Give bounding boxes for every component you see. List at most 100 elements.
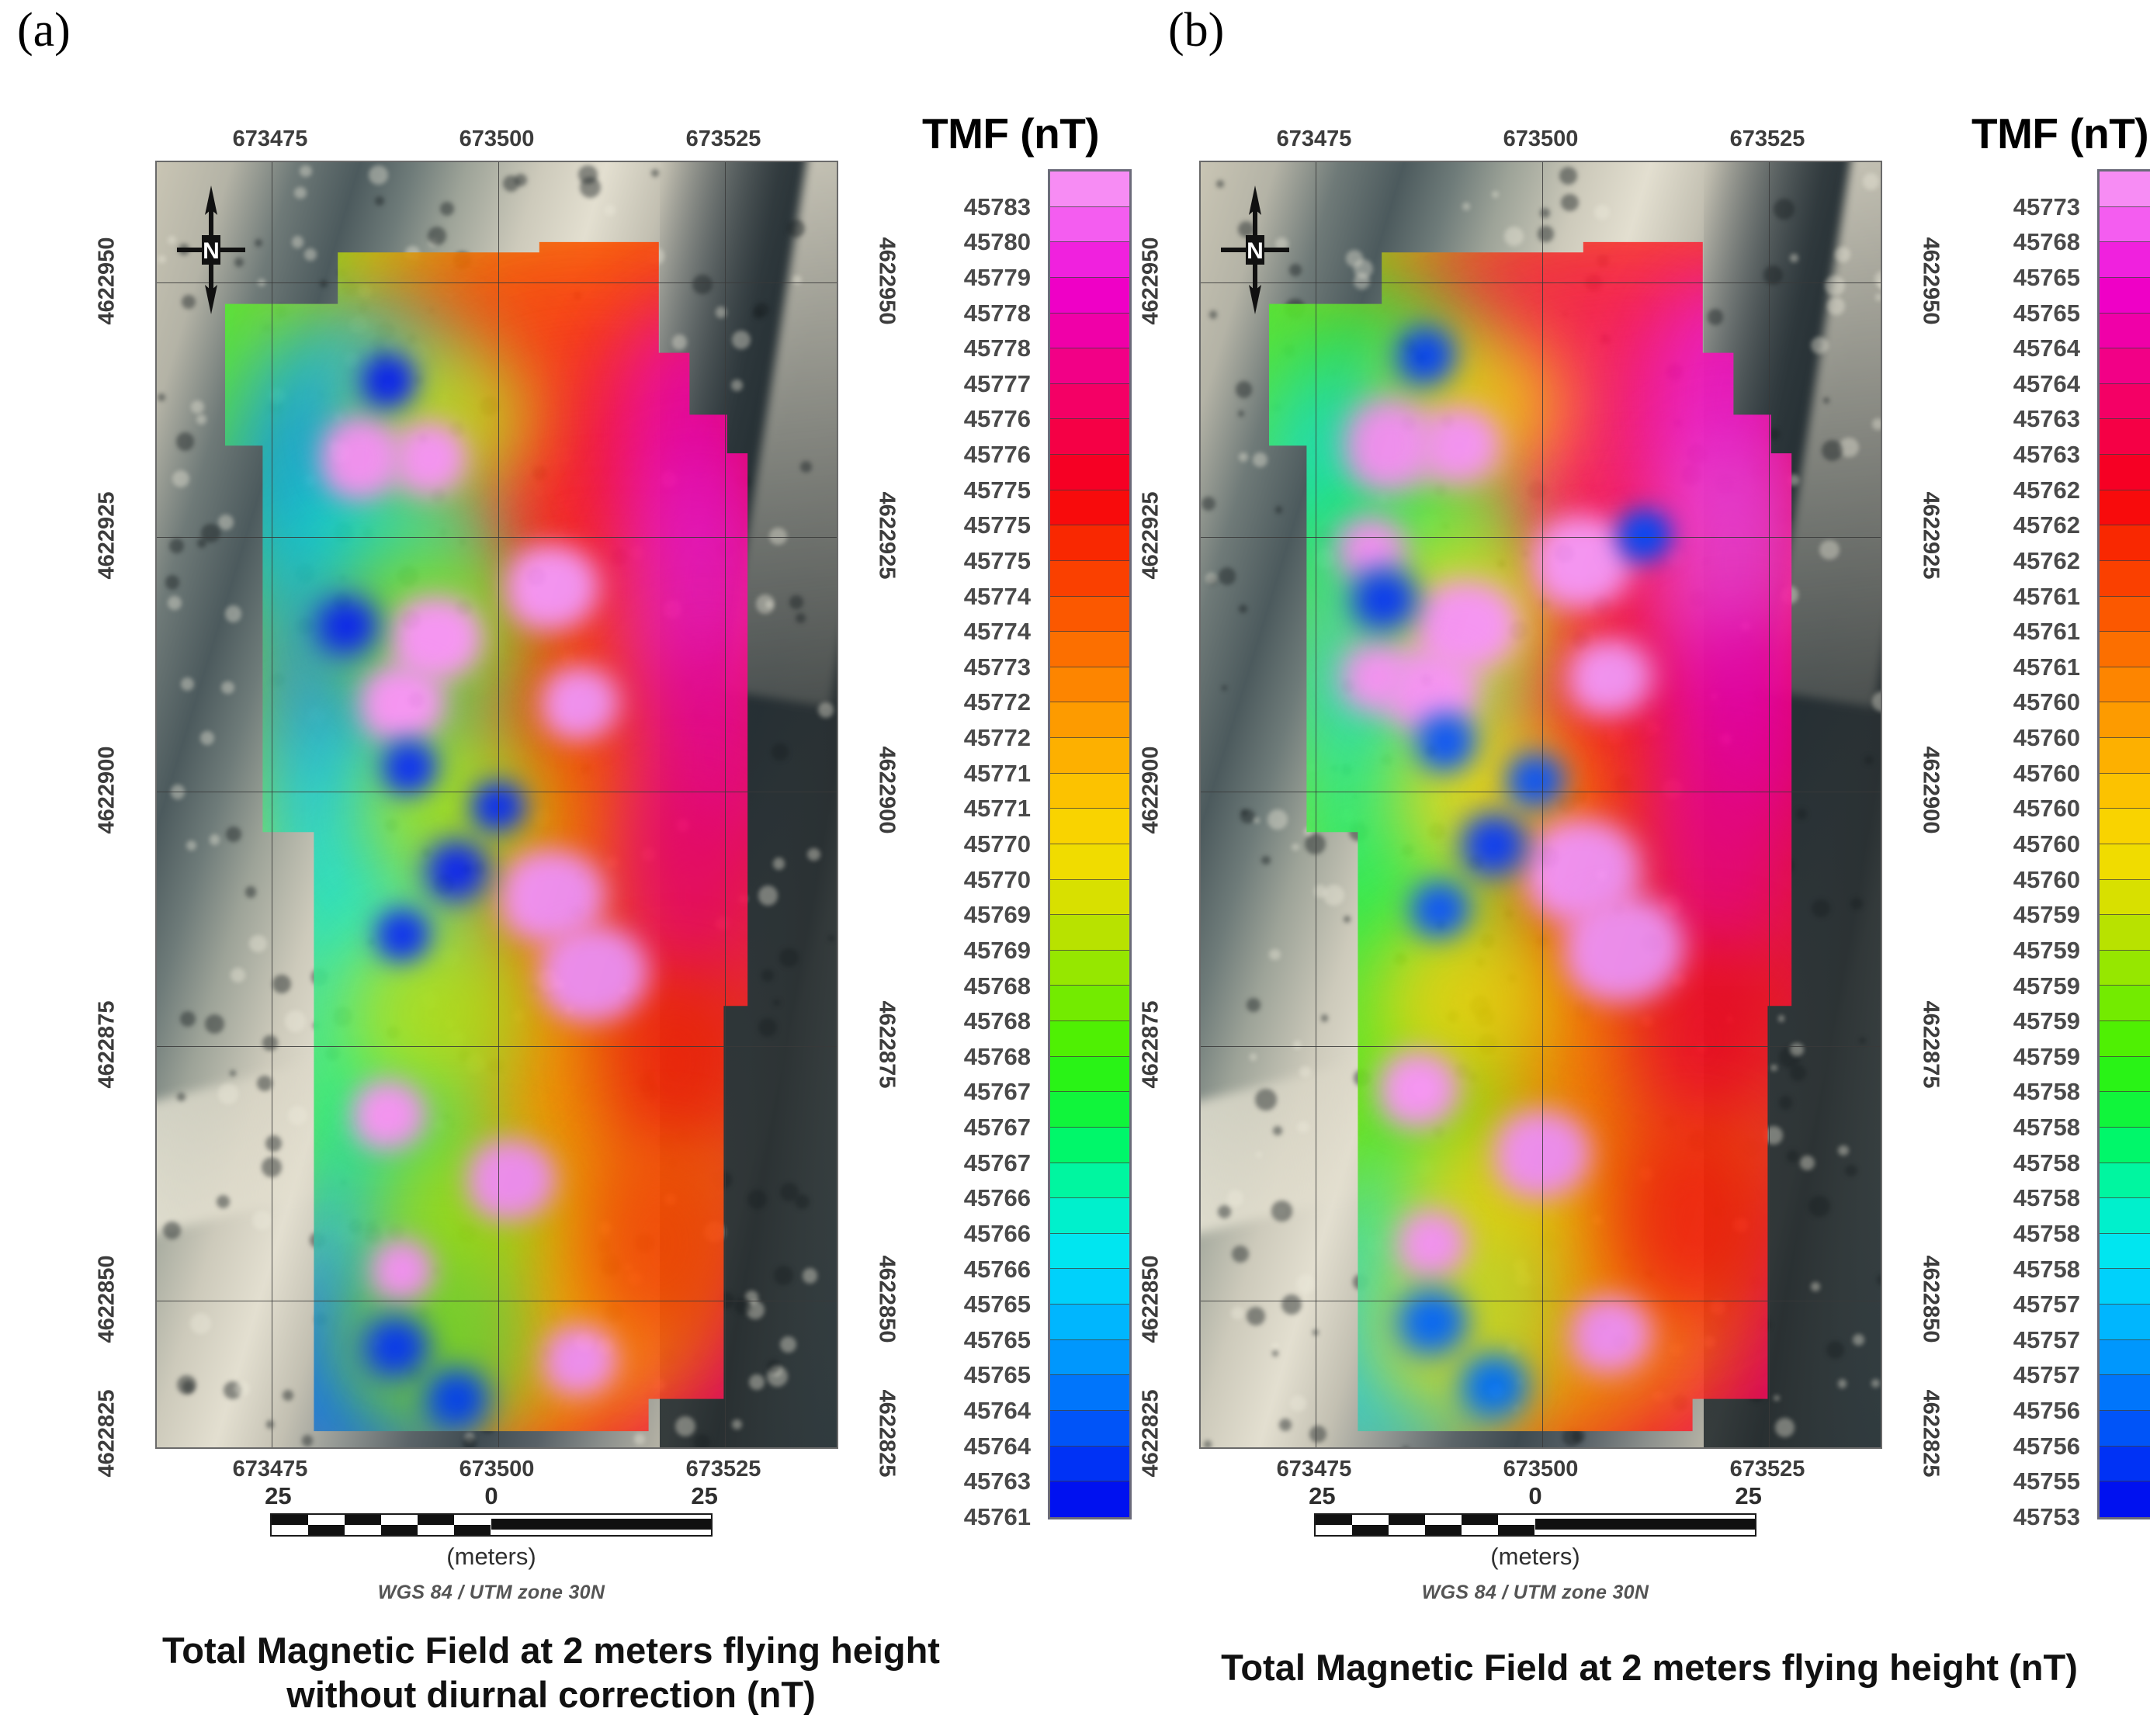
colorbar-segment xyxy=(2100,383,2150,420)
colorbar-tick-label: 45758 xyxy=(2013,1184,2080,1212)
magnetic-anomaly xyxy=(426,840,489,901)
caption-a: Total Magnetic Field at 2 meters flying … xyxy=(93,1628,1009,1717)
magnetic-anomaly xyxy=(584,1143,740,1346)
colorbar-tick-label: 45767 xyxy=(963,1114,1031,1142)
colorbar-segment xyxy=(1050,455,1129,490)
x-axis-tick-label-top: 673525 xyxy=(1729,126,1805,151)
magnetic-anomaly xyxy=(1378,1051,1461,1129)
colorbar-tick-label: 45761 xyxy=(2013,582,2080,610)
scale-bar-label: 25 xyxy=(691,1482,718,1509)
colorbar-segment xyxy=(1050,348,1129,384)
magnetic-anomaly xyxy=(375,909,430,962)
magnetic-anomaly xyxy=(543,1325,618,1395)
colorbar-tick-label: 45759 xyxy=(2013,901,2080,929)
scale-bar-b: 25 0 25 (meters) WGS 84 / UTM zone 30N xyxy=(1309,1482,1762,1604)
colorbar-tick-label: 45768 xyxy=(963,1042,1031,1070)
colorbar-tick-label: 45762 xyxy=(2013,511,2080,539)
colorbar-segment xyxy=(1050,1305,1129,1340)
colorbar-segment xyxy=(2100,667,2150,703)
y-axis-tick-label-left: 4622925 xyxy=(94,491,120,580)
y-axis-tick-label-left: 4622925 xyxy=(1138,491,1163,580)
map-panel-b[interactable]: N 673475 673500 673525 673475 673500 673525 46… xyxy=(1139,126,1944,1481)
colorbar-segment xyxy=(1050,560,1129,597)
colorbar-title-a: TMF (nT) xyxy=(922,109,1100,158)
colorbar-segment xyxy=(2100,632,2150,667)
colorbar-segment xyxy=(2100,773,2150,809)
colorbar-tick-label: 45765 xyxy=(963,1325,1031,1353)
colorbar-tick-label: 45772 xyxy=(963,688,1031,716)
colorbar-tick-label: 45761 xyxy=(2013,653,2080,681)
magnetic-anomaly xyxy=(362,1316,429,1379)
colorbar-segment xyxy=(2100,1163,2150,1199)
colorbar-segment xyxy=(2100,172,2150,207)
colorbar-segment xyxy=(2100,1339,2150,1376)
colorbar-segment xyxy=(1050,1092,1129,1128)
colorbar-tick-label: 45773 xyxy=(963,653,1031,681)
colorbar-tick-label: 45765 xyxy=(963,1361,1031,1389)
colorbar-segment xyxy=(2100,915,2150,951)
x-axis-tick-label-top: 673500 xyxy=(459,126,535,151)
magnetic-anomaly xyxy=(1564,893,1685,1003)
colorbar-segment xyxy=(2100,879,2150,916)
colorbar-segment xyxy=(1050,809,1129,844)
map-panel-a[interactable]: N 673475 673500 673525 673475 673500 673525 46… xyxy=(95,126,900,1481)
y-axis-tick-label-left: 4622875 xyxy=(94,1000,120,1089)
y-axis-tick-label-left: 4622825 xyxy=(1138,1389,1163,1478)
colorbar-tick-label: 45759 xyxy=(2013,936,2080,964)
colorbar-segment xyxy=(1050,1021,1129,1057)
colorbar-tick-label: 45775 xyxy=(963,476,1031,504)
colorbar-segment xyxy=(2100,206,2150,243)
colorbar-segment xyxy=(1050,915,1129,951)
colorbar-segment xyxy=(2100,419,2150,455)
magnetic-anomaly xyxy=(321,418,403,500)
colorbar-segment xyxy=(2100,242,2150,278)
colorbar-tick-label: 45767 xyxy=(963,1149,1031,1176)
colorbar-segment xyxy=(1050,1446,1129,1482)
colorbar-segment xyxy=(2100,1127,2150,1163)
colorbar-segment xyxy=(2100,1056,2150,1093)
magnetic-anomaly xyxy=(1419,407,1501,485)
x-axis-tick-label-top: 673475 xyxy=(1276,126,1352,151)
magnetic-anomaly xyxy=(352,1080,426,1151)
colorbar-segment xyxy=(2100,313,2150,349)
colorbar-tick-label: 45762 xyxy=(2013,546,2080,574)
colorbar-title-b: TMF (nT) xyxy=(1971,109,2149,158)
colorbar-tick-label: 45759 xyxy=(2013,972,2080,1000)
colorbar-tick-label: 45759 xyxy=(2013,1007,2080,1035)
map-image-b[interactable]: N xyxy=(1199,161,1882,1449)
svg-text:N: N xyxy=(1247,238,1264,264)
colorbar-tick-label: 45776 xyxy=(963,441,1031,469)
colorbar-tick-label: 45764 xyxy=(963,1432,1031,1460)
colorbar-tick-label: 45769 xyxy=(963,936,1031,964)
colorbar-tick-label: 45760 xyxy=(2013,688,2080,716)
colorbar-tick-label: 45758 xyxy=(2013,1078,2080,1106)
graticule-line xyxy=(1201,1046,1881,1047)
colorbar-segment xyxy=(2100,455,2150,490)
graticule-line xyxy=(498,162,499,1447)
y-axis-tick-label-right: 4622850 xyxy=(1918,1255,1944,1343)
graticule-line xyxy=(1542,162,1543,1447)
colorbar-segment xyxy=(2100,596,2150,632)
colorbar-tick-label: 45776 xyxy=(963,405,1031,433)
graticule-line xyxy=(157,537,837,538)
graticule-line xyxy=(1769,162,1770,1447)
graticule-line xyxy=(725,162,726,1447)
caption-b: Total Magnetic Field at 2 meters flying … xyxy=(1149,1645,2150,1689)
colorbar-segment xyxy=(1050,632,1129,667)
colorbar-tick-label: 45775 xyxy=(963,546,1031,574)
magnetic-anomaly xyxy=(1461,1354,1528,1418)
y-axis-tick-label-right: 4622825 xyxy=(1918,1389,1944,1478)
colorbar-tick-label: 45770 xyxy=(963,830,1031,858)
colorbar-segment xyxy=(1050,206,1129,243)
colorbar-segment xyxy=(1050,525,1129,561)
colorbar-segment xyxy=(2100,1305,2150,1340)
colorbar-segment xyxy=(1050,596,1129,632)
colorbar-segment xyxy=(1050,172,1129,207)
magnetic-anomaly xyxy=(1398,1288,1469,1355)
colorbar-segment xyxy=(1050,1233,1129,1270)
colorbar-segment xyxy=(2100,277,2150,314)
magnetic-anomaly xyxy=(317,597,380,656)
map-image-a[interactable]: N xyxy=(155,161,838,1449)
colorbar-tick-label: 45768 xyxy=(963,972,1031,1000)
graticule-line xyxy=(1201,282,1881,283)
